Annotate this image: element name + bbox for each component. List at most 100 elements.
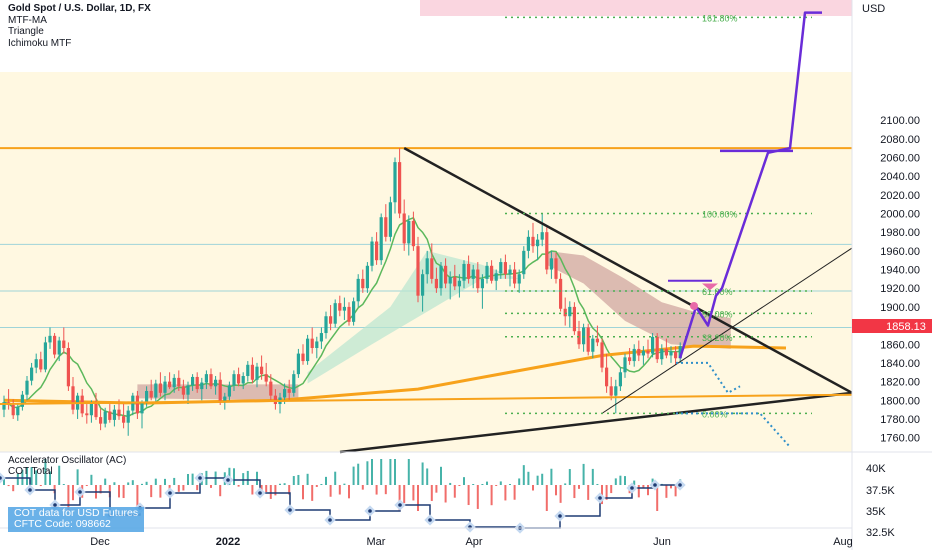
candle-body[interactable] [214,379,218,387]
candle-body[interactable] [513,269,517,284]
candle-body[interactable] [333,303,337,324]
candle-body[interactable] [269,381,273,396]
candle-body[interactable] [476,269,480,289]
candle-body[interactable] [398,162,402,214]
candle-body[interactable] [485,265,489,279]
projection-path[interactable] [678,11,822,359]
candle-body[interactable] [85,413,89,416]
indicator-triangle[interactable]: Triangle [8,26,44,37]
candle-body[interactable] [660,348,664,360]
candle-body[interactable] [223,396,227,403]
candle-body[interactable] [591,338,595,352]
candle-body[interactable] [200,382,204,390]
candle-body[interactable] [669,351,673,356]
candle-body[interactable] [122,416,126,423]
candle-body[interactable] [163,381,167,393]
candle-body[interactable] [651,336,655,354]
candle-body[interactable] [287,389,291,393]
candle-body[interactable] [250,364,254,380]
candle-body[interactable] [237,374,241,384]
candle-body[interactable] [264,374,268,382]
candle-body[interactable] [356,278,360,302]
candle-body[interactable] [379,217,383,261]
candle-body[interactable] [319,333,323,342]
candle-body[interactable] [255,366,259,380]
candle-body[interactable] [384,217,388,237]
candle-body[interactable] [186,385,190,395]
candle-body[interactable] [623,357,627,373]
candle-body[interactable] [586,327,590,352]
candle-body[interactable] [494,273,498,281]
cot-total-line[interactable] [0,477,680,529]
candle-body[interactable] [292,374,296,393]
candle-body[interactable] [600,342,604,368]
candle-body[interactable] [195,376,199,390]
candle-body[interactable] [462,263,466,281]
candle-body[interactable] [402,213,406,244]
candle-body[interactable] [94,403,98,418]
candle-body[interactable] [425,258,429,275]
bear-scenario-path[interactable] [676,361,741,395]
candle-body[interactable] [614,386,618,396]
candle-body[interactable] [53,335,57,355]
candle-body[interactable] [48,335,52,343]
candle-body[interactable] [411,220,415,247]
candle-body[interactable] [393,162,397,203]
candle-body[interactable] [545,232,549,270]
candle-body[interactable] [503,262,507,275]
candle-body[interactable] [568,306,572,317]
candle-body[interactable] [471,269,475,279]
candle-body[interactable] [467,263,471,279]
indicator-cot-total[interactable]: COT Total [8,466,53,477]
candle-body[interactable] [563,308,567,317]
candle-body[interactable] [11,404,15,416]
candle-body[interactable] [66,347,70,387]
candle-body[interactable] [352,301,356,322]
candle-body[interactable] [112,409,116,420]
channel-line[interactable] [601,247,853,414]
candle-body[interactable] [181,386,185,395]
candle-body[interactable] [540,232,544,240]
candle-body[interactable] [490,265,494,281]
candle-body[interactable] [347,306,351,322]
candle-body[interactable] [646,350,650,354]
candle-body[interactable] [448,277,452,284]
candle-body[interactable] [370,241,374,266]
candle-body[interactable] [103,411,107,424]
candle-body[interactable] [315,341,319,348]
candle-body[interactable] [71,386,75,410]
candle-body[interactable] [80,395,84,414]
candle-body[interactable] [149,390,153,398]
candle-body[interactable] [16,406,20,416]
candle-body[interactable] [664,348,668,356]
candle-body[interactable] [572,306,576,332]
candle-body[interactable] [365,265,369,289]
candle-body[interactable] [434,278,438,289]
candle-body[interactable] [20,394,24,407]
candle-body[interactable] [2,402,6,410]
candle-body[interactable] [628,357,632,362]
candle-body[interactable] [499,262,503,274]
candle-body[interactable] [641,350,645,356]
candle-body[interactable] [39,359,43,370]
candle-body[interactable] [655,336,659,360]
candle-body[interactable] [375,241,379,261]
candle-body[interactable] [338,303,342,311]
candle-body[interactable] [526,236,530,251]
candle-body[interactable] [421,274,425,296]
candle-body[interactable] [273,395,277,405]
candle-body[interactable] [439,265,443,289]
candle-body[interactable] [577,331,581,345]
candle-body[interactable] [43,342,47,370]
candle-body[interactable] [324,316,328,334]
candle-body[interactable] [140,403,144,414]
ma-fast-line[interactable] [3,216,681,418]
triangle-upper-line[interactable] [403,147,853,394]
candle-body[interactable] [609,386,613,396]
candle-body[interactable] [342,306,346,311]
candle-body[interactable] [582,327,586,345]
candle-body[interactable] [260,366,264,375]
candle-body[interactable] [595,338,599,343]
candle-body[interactable] [361,278,365,289]
